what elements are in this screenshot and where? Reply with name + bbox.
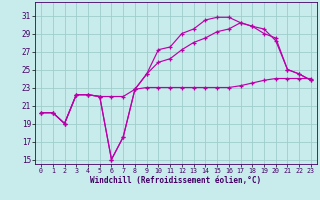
X-axis label: Windchill (Refroidissement éolien,°C): Windchill (Refroidissement éolien,°C) <box>91 176 261 185</box>
